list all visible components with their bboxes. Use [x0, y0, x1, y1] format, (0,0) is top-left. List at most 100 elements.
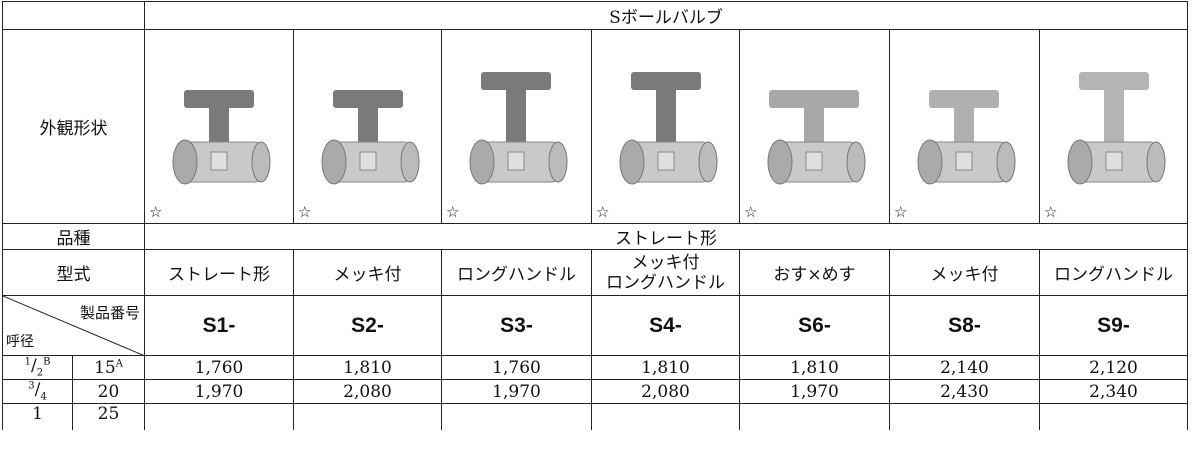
image-mark: ☆ — [596, 203, 610, 221]
product-code: S1- — [144, 295, 294, 356]
variety-value: ストレート形 — [144, 223, 1188, 250]
image-cell: ☆ — [889, 29, 1040, 224]
model-cell: おす×めす — [739, 249, 890, 296]
model-cell: メッキ付 — [889, 249, 1040, 296]
price-cell: 1,810 — [591, 355, 740, 380]
row-label: 品種 — [2, 223, 145, 250]
valve-image — [469, 72, 568, 185]
image-mark: ☆ — [149, 203, 163, 221]
price-cell: 1,970 — [739, 379, 890, 404]
size-text: 1 — [32, 404, 43, 425]
image-mark: ☆ — [744, 203, 758, 221]
table-row: 型式 ストレート形 メッキ付 ロングハンドル メッキ付 ロングハンドル おす×めす メッキ付ロ… — [2, 249, 1188, 296]
price-cell: 2,080 — [293, 379, 442, 404]
image-mark: ☆ — [298, 203, 312, 221]
size-text: 3 — [28, 380, 35, 392]
image-mark: ☆ — [894, 203, 908, 221]
valve-image — [619, 72, 718, 185]
table-row: 1/2B 15A 1,760 1,810 1,760 1,810 1,810 2,140 2,1… — [2, 355, 1188, 380]
size-text: 4 — [40, 391, 47, 403]
product-code: S8- — [889, 295, 1040, 356]
model-text: おす×めす — [773, 265, 856, 285]
size-inch: 1/2B — [2, 355, 73, 380]
valve-image — [172, 90, 271, 185]
model-text: メッキ付 — [930, 265, 999, 285]
size-inch: 3/4 — [2, 379, 73, 404]
image-mark: ☆ — [1044, 203, 1058, 221]
table-row: 製品番号 呼径 S1- S2- S3- S4- S6- S8- S9- — [2, 295, 1188, 356]
image-cell: ☆ — [441, 29, 592, 224]
product-code: S2- — [293, 295, 442, 356]
model-text: ロングハンドル — [606, 272, 725, 293]
product-code: S9- — [1039, 295, 1188, 356]
price-cell — [293, 403, 442, 430]
valve-image — [767, 90, 866, 185]
model-text: ロングハンドル — [457, 265, 576, 285]
model-text: メッキ付 — [631, 252, 700, 273]
price-cell — [144, 403, 294, 430]
header-label: 製品番号 — [79, 304, 140, 322]
table-row: 品種 ストレート形 — [2, 223, 1188, 250]
size-mm: 15A — [72, 355, 145, 380]
table-row: Sボールバルブ — [2, 1, 1188, 30]
image-cell: ☆ — [144, 29, 294, 224]
size-text: B — [43, 356, 51, 368]
diagonal-cell: 製品番号呼径 — [2, 295, 145, 356]
valve-image — [321, 90, 420, 185]
price-cell — [1039, 403, 1188, 430]
size-mm: 20 — [72, 379, 145, 404]
price-cell: 2,140 — [889, 355, 1040, 380]
size-mm: 25 — [72, 403, 145, 430]
price-cell — [441, 403, 592, 430]
table-row: 1 25 — [2, 403, 1188, 430]
corner-cell — [2, 1, 145, 30]
price-cell: 1,760 — [144, 355, 294, 380]
size-text: 15 — [94, 357, 116, 378]
size-inch: 1 — [2, 403, 73, 430]
product-code: S4- — [591, 295, 740, 356]
valve-image — [1067, 72, 1166, 185]
price-cell — [591, 403, 740, 430]
image-mark: ☆ — [446, 203, 460, 221]
model-text: メッキ付 — [333, 265, 402, 285]
table-row: 外観形状 ☆ ☆ ☆ ☆ — [2, 29, 1188, 224]
model-cell: ロングハンドル — [441, 249, 592, 296]
size-text: 25 — [97, 404, 120, 425]
image-cell: ☆ — [591, 29, 740, 224]
row-label: 型式 — [2, 249, 145, 296]
price-cell — [739, 403, 890, 430]
table-row: 3/4 20 1,970 2,080 1,970 2,080 1,970 2,430 2,340 — [2, 379, 1188, 404]
price-cell: 2,120 — [1039, 355, 1188, 380]
price-cell: 1,810 — [293, 355, 442, 380]
model-text: ロングハンドル — [1054, 265, 1173, 285]
image-cell: ☆ — [739, 29, 890, 224]
header-label: 呼径 — [6, 334, 34, 350]
price-cell: 1,970 — [441, 379, 592, 404]
price-cell: 1,810 — [739, 355, 890, 380]
size-text: 20 — [97, 381, 120, 402]
price-cell: 2,340 — [1039, 379, 1188, 404]
image-cell: ☆ — [293, 29, 442, 224]
model-text: ストレート形 — [168, 265, 270, 285]
title-cell: Sボールバルブ — [144, 1, 1188, 30]
size-text: 2 — [36, 367, 44, 379]
diagonal-line — [3, 296, 143, 355]
model-cell: ストレート形 — [144, 249, 294, 296]
row-label: 外観形状 — [2, 29, 145, 224]
model-cell: メッキ付 — [293, 249, 442, 296]
product-code: S6- — [739, 295, 890, 356]
size-text: 1 — [24, 356, 31, 368]
price-table: Sボールバルブ 外観形状 ☆ ☆ ☆ — [2, 1, 1188, 430]
price-cell: 2,430 — [889, 379, 1040, 404]
model-cell: ロングハンドル — [1039, 249, 1188, 296]
price-cell: 1,760 — [441, 355, 592, 380]
size-text: A — [115, 357, 123, 369]
product-code: S3- — [441, 295, 592, 356]
price-cell: 2,080 — [591, 379, 740, 404]
valve-image — [917, 90, 1016, 185]
image-cell: ☆ — [1039, 29, 1188, 224]
price-cell: 1,970 — [144, 379, 294, 404]
model-cell: メッキ付 ロングハンドル — [591, 249, 740, 296]
price-cell — [889, 403, 1040, 430]
